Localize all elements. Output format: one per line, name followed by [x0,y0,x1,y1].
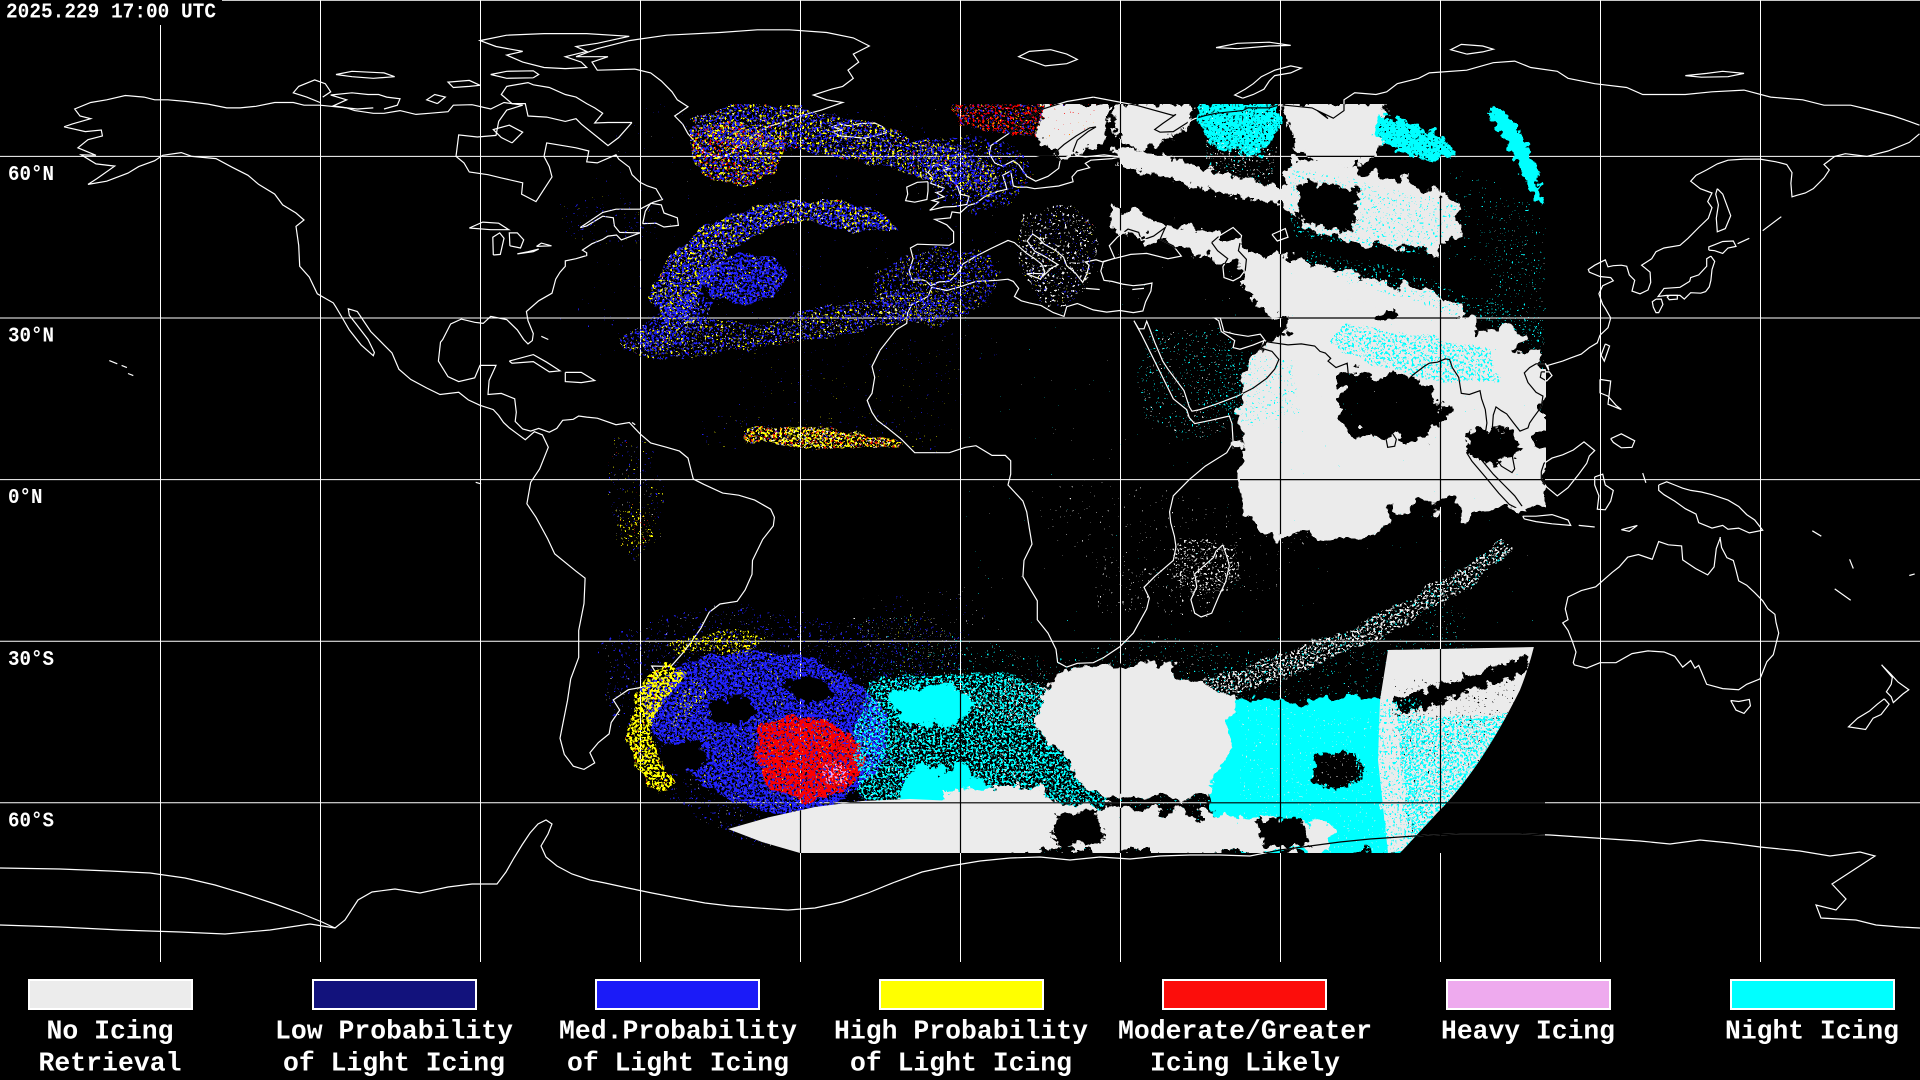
svg-text:of Light Icing: of Light Icing [283,1050,505,1080]
svg-text:Low Probability: Low Probability [275,1018,513,1048]
svg-text:Retrieval: Retrieval [39,1050,182,1080]
svg-text:2025.229 17:00 UTC: 2025.229 17:00 UTC [6,1,216,25]
svg-text:Heavy Icing: Heavy Icing [1441,1018,1615,1048]
svg-text:60°N: 60°N [8,163,54,187]
svg-text:No Icing: No Icing [47,1018,174,1048]
svg-text:of Light Icing: of Light Icing [850,1050,1072,1080]
svg-text:30°S: 30°S [8,648,54,672]
svg-text:High Probability: High Probability [834,1018,1088,1048]
svg-text:Night Icing: Night Icing [1725,1018,1899,1048]
svg-text:Icing Likely: Icing Likely [1150,1050,1340,1080]
svg-text:60°S: 60°S [8,809,54,833]
svg-text:0°N: 0°N [8,486,43,510]
svg-text:30°N: 30°N [8,325,54,349]
svg-text:Moderate/Greater: Moderate/Greater [1118,1018,1372,1048]
svg-text:Med.Probability: Med.Probability [559,1018,797,1048]
svg-text:of Light Icing: of Light Icing [567,1050,789,1080]
